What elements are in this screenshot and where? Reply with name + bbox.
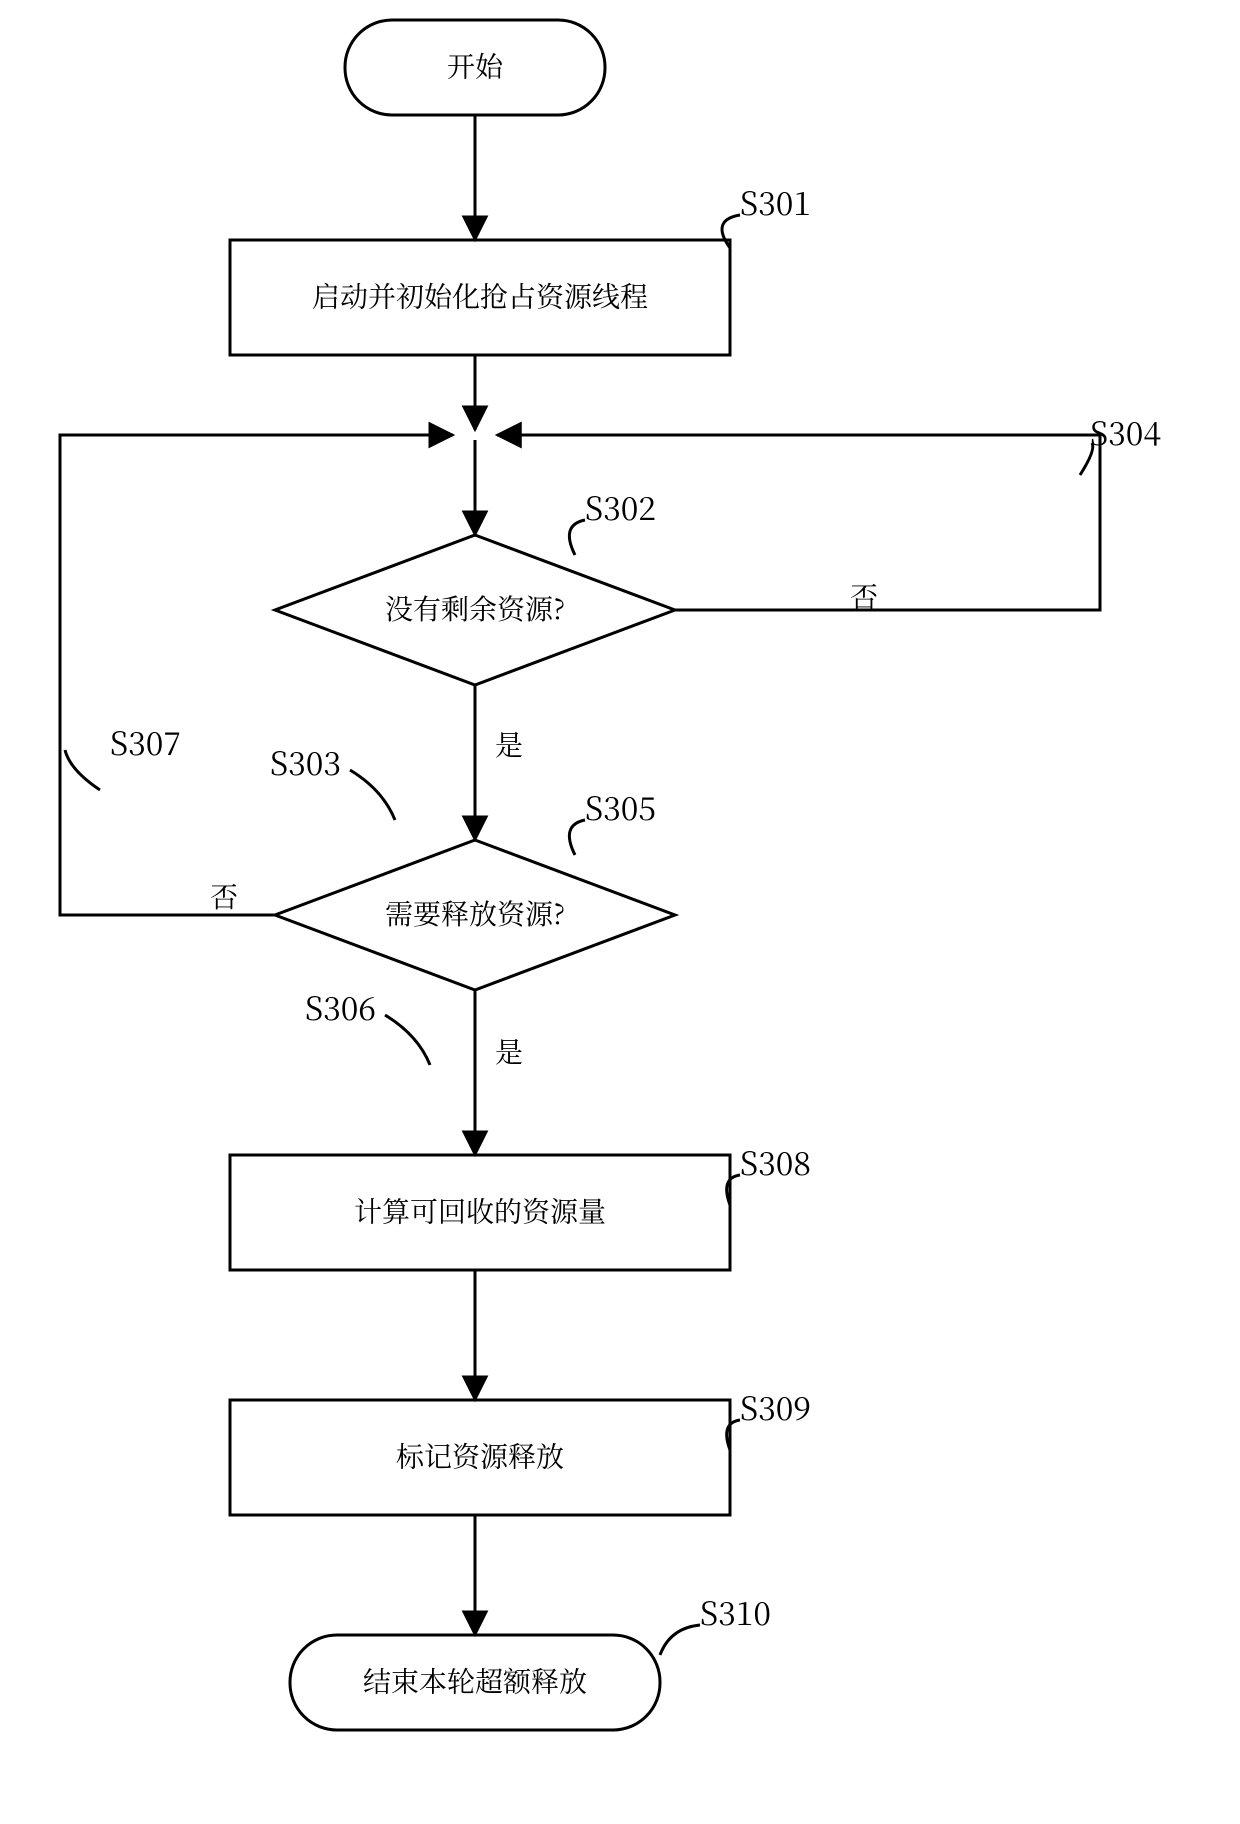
leader-S310 — [660, 1625, 700, 1655]
edge-label-yes1: 是 — [495, 724, 523, 764]
edge-label-no1: 否 — [850, 576, 878, 616]
edge-label-yes2: 是 — [495, 1031, 523, 1071]
step-label-S303: S303 — [270, 739, 341, 785]
step-label-S310: S310 — [700, 1589, 771, 1635]
step-label-S307: S307 — [110, 719, 181, 765]
step-label-S305: S305 — [585, 784, 656, 830]
svg-text:结束本轮超额释放: 结束本轮超额释放 — [363, 1661, 587, 1701]
step-label-S306: S306 — [305, 984, 376, 1030]
step-label-S309: S309 — [740, 1384, 811, 1430]
edge-label-no2: 否 — [210, 876, 238, 916]
flowchart: 开始启动并初始化抢占资源线程没有剩余资源? 需要释放资源? 计算可回收的资源量标记资… — [0, 0, 1240, 1824]
step-label-S301: S301 — [740, 179, 811, 225]
svg-text:开始: 开始 — [447, 46, 504, 86]
step-label-S304: S304 — [1090, 409, 1161, 455]
svg-text:计算可回收的资源量: 计算可回收的资源量 — [354, 1191, 606, 1231]
e-s305-no — [60, 435, 453, 915]
leader-S306 — [385, 1015, 430, 1065]
svg-text:没有剩余资源?: 没有剩余资源? — [385, 588, 565, 628]
leader-S307 — [65, 750, 100, 790]
leader-S303 — [350, 770, 395, 820]
step-label-S302: S302 — [585, 484, 656, 530]
svg-text:启动并初始化抢占资源线程: 启动并初始化抢占资源线程 — [312, 276, 648, 316]
leader-S305 — [569, 820, 585, 855]
svg-text:标记资源释放: 标记资源释放 — [396, 1436, 564, 1476]
leader-S302 — [569, 520, 585, 555]
step-label-S308: S308 — [740, 1139, 811, 1185]
svg-text:需要释放资源?: 需要释放资源? — [385, 893, 565, 933]
